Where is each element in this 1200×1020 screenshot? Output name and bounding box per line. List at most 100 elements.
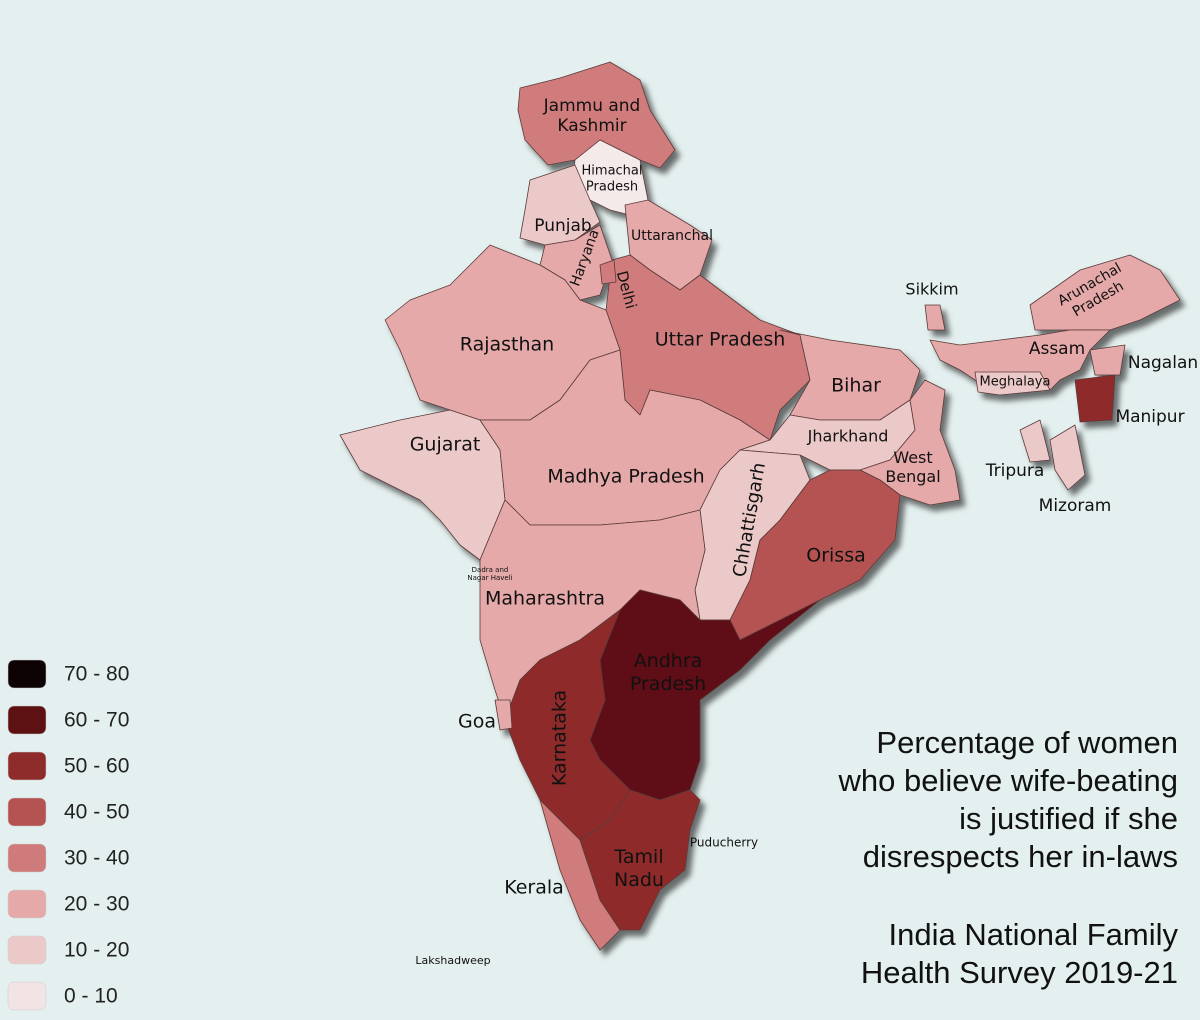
state-label-line: Uttar Pradesh [655,329,786,351]
state-label: Karnataka [549,690,571,786]
legend-swatch [7,797,47,827]
state-label: Tripura [985,461,1045,481]
legend-swatch [7,843,47,873]
state-label-line: Nagar Haveli [467,574,512,582]
state-shape [1049,424,1086,491]
state-shape [924,304,946,331]
state-label-line: Kashmir [557,116,626,136]
state-label: Puducherry [690,836,758,850]
state-shape [599,259,617,285]
state-shape [1074,374,1116,423]
state-label: Assam [1029,339,1085,359]
state-label: Orissa [806,545,866,567]
state-shape [974,371,1051,396]
state-label-line: Gujarat [410,434,481,456]
legend-swatch [7,889,47,919]
title-line: disrespects her in-laws [863,839,1178,874]
legend-label: 70 - 80 [64,663,129,686]
title: Percentage of women who believe wife-beat… [838,725,1179,874]
state-label-line: Kerala [504,877,564,899]
state-label-line: Pradesh [630,673,706,695]
state-label: Punjab [534,216,591,236]
state-label: Bihar [831,375,881,397]
state-label-line: Uttaranchal [631,228,713,244]
legend-label: 30 - 40 [64,847,129,870]
state-label-line: Puducherry [690,836,758,850]
legend-swatch [7,981,47,1011]
title-line: Percentage of women [876,725,1178,760]
title-line: is justified if she [959,801,1178,836]
state-label-line: Orissa [806,545,866,567]
state-shape [494,699,513,731]
state-label-line: Dadra and [472,566,509,574]
state-label-line: Punjab [534,216,591,236]
state-label-line: Rajasthan [460,334,554,356]
state-label: Nagalan [1128,353,1198,373]
legend: 70 - 80 60 - 70 50 - 60 40 - 50 30 - 40 20 - … [7,659,129,1011]
state-shape [1029,254,1181,331]
legend-label: 20 - 30 [64,893,129,916]
state-label-line: Himachal [582,164,643,179]
state-shape [1089,344,1126,376]
state-label-line: Jharkhand [807,427,889,446]
state-label: Madhya Pradesh [547,466,704,488]
state-label: Maharashtra [485,588,605,610]
state-label-line: Madhya Pradesh [547,466,704,488]
state-label-line: Tripura [985,461,1045,481]
legend-label: 50 - 60 [64,755,129,778]
state-label-line: Manipur [1115,407,1184,427]
state-shape [929,329,1111,391]
legend-label: 10 - 20 [64,939,129,962]
legend-swatch [7,751,47,781]
state-label-line: Assam [1029,339,1085,359]
states [339,61,1181,951]
state-label-line: Bihar [831,375,881,397]
state-label-line: Pradesh [586,179,638,194]
state-label-line: Tamil [613,846,663,868]
state-label: Kerala [504,877,564,899]
state-label-line: Nagalan [1128,353,1198,373]
state-label: Mizoram [1039,496,1112,516]
state-label-line: Meghalaya [980,375,1051,390]
state-shape [1019,419,1051,463]
state-label: Lakshadweep [415,954,490,967]
legend-label: 0 - 10 [64,985,118,1008]
state-label-line: Goa [458,711,496,733]
state-label: Manipur [1115,407,1184,427]
source-line: India National Family [889,917,1179,952]
state-shape [579,789,701,931]
legend-label: 40 - 50 [64,801,129,824]
state-label: Uttar Pradesh [655,329,786,351]
state-label: Rajasthan [460,334,554,356]
state-label-line: Mizoram [1039,496,1112,516]
state-label: Uttaranchal [631,228,713,244]
state-label: Sikkim [905,280,958,299]
state-label-line: Jammu and [543,96,641,116]
state-label: Jharkhand [807,427,889,446]
state-label-line: Nadu [614,869,664,891]
state-label-line: Maharashtra [485,588,605,610]
legend-swatch [7,935,47,965]
state-label-line: Sikkim [905,280,958,299]
state-shape [859,379,961,506]
state-label-line: Lakshadweep [415,954,490,967]
state-label: Meghalaya [980,375,1051,390]
title-line: who believe wife-beating [838,763,1179,798]
legend-swatch [7,659,47,689]
state-label-line: Bengal [885,467,940,486]
legend-label: 60 - 70 [64,709,129,732]
state-label-line: West [893,448,932,467]
state-label-line: Andhra [634,650,703,672]
legend-swatch [7,705,47,735]
state-label-line: Karnataka [549,690,571,786]
state-label: Gujarat [410,434,481,456]
source: India National Family Health Survey 2019-… [861,917,1179,990]
source-line: Health Survey 2019-21 [861,955,1178,990]
